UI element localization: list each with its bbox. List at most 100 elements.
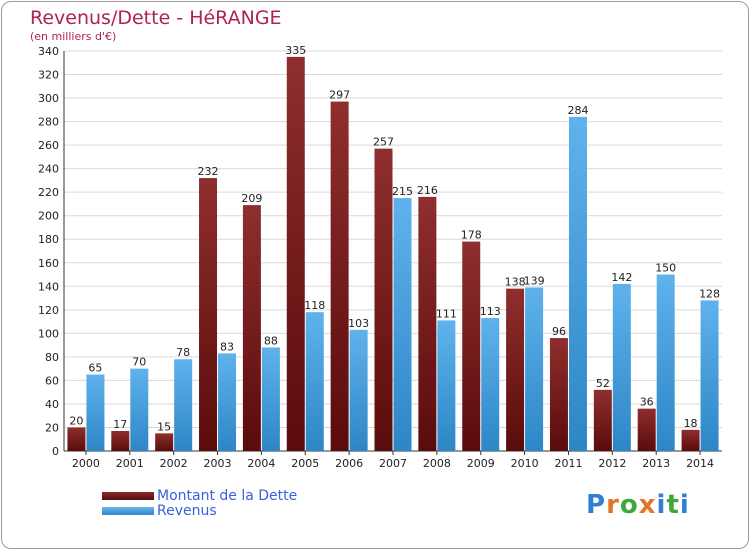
y-tick-label: 300 [38, 92, 59, 105]
y-tick-label: 100 [38, 327, 59, 340]
y-tick-label: 260 [38, 139, 59, 152]
bar-revenus [481, 318, 500, 451]
data-label: 138 [505, 276, 526, 289]
bar-dette [506, 288, 525, 451]
x-tick-label: 2002 [160, 457, 188, 470]
bar-dette [637, 408, 656, 451]
bar-revenus [656, 274, 675, 451]
legend-item-revenus: Revenus [102, 502, 297, 519]
bar-dette [330, 101, 349, 452]
data-label: 142 [611, 271, 632, 284]
bar-revenus [349, 329, 368, 451]
data-label: 65 [88, 362, 102, 375]
chart-subtitle: (en milliers d'€) [30, 30, 117, 43]
x-tick-label: 2014 [686, 457, 714, 470]
legend: Montant de la Dette Revenus [102, 487, 298, 519]
x-tick-label: 2013 [642, 457, 670, 470]
data-label: 15 [157, 420, 171, 433]
y-tick-label: 80 [45, 351, 59, 364]
bar-revenus [612, 283, 631, 451]
y-tick-label: 320 [38, 69, 59, 82]
x-tick-label: 2003 [204, 457, 232, 470]
data-label: 297 [329, 89, 350, 102]
data-label: 70 [132, 356, 146, 369]
data-label: 139 [524, 274, 545, 287]
data-label: 257 [373, 136, 394, 149]
bar-revenus [174, 359, 193, 451]
x-tick-label: 2008 [423, 457, 451, 470]
y-tick-label: 280 [38, 116, 59, 129]
data-label: 113 [480, 305, 501, 318]
data-label: 52 [596, 377, 610, 390]
data-label: 335 [285, 44, 306, 57]
data-label: 78 [176, 346, 190, 359]
y-tick-label: 140 [38, 280, 59, 293]
logo-letter: t [666, 490, 680, 520]
bar-dette [549, 338, 568, 451]
legend-label-dette: Montant de la Dette [157, 487, 298, 504]
data-label: 103 [348, 317, 369, 330]
data-label: 36 [640, 396, 654, 409]
y-tick-label: 60 [45, 374, 59, 387]
y-tick-label: 0 [52, 445, 59, 458]
data-label: 96 [552, 325, 566, 338]
bar-dette [199, 178, 218, 451]
x-tick-label: 2006 [335, 457, 363, 470]
x-tick-label: 2009 [467, 457, 495, 470]
data-label: 20 [69, 414, 83, 427]
legend-item-dette: Montant de la Dette [102, 487, 298, 504]
legend-swatch-dette [102, 491, 154, 500]
bar-revenus [261, 347, 280, 451]
data-label: 178 [461, 229, 482, 242]
y-tick-label: 240 [38, 163, 59, 176]
data-label: 18 [684, 417, 698, 430]
x-tick-label: 2001 [116, 457, 144, 470]
bar-revenus [525, 287, 544, 451]
data-label: 17 [113, 418, 127, 431]
x-tick-label: 2005 [291, 457, 319, 470]
bar-revenus [437, 320, 456, 451]
data-label: 284 [567, 104, 588, 117]
y-tick-label: 340 [38, 45, 59, 58]
logo-letter: i [656, 490, 667, 520]
x-tick-label: 2007 [379, 457, 407, 470]
logo-letter: P [586, 490, 607, 520]
data-label: 88 [264, 334, 278, 347]
y-tick-label: 200 [38, 210, 59, 223]
bar-dette [111, 431, 130, 451]
bar-revenus [218, 353, 237, 451]
bar-revenus [130, 368, 149, 451]
bar-revenus [86, 374, 105, 451]
y-tick-label: 120 [38, 304, 59, 317]
data-label: 215 [392, 185, 413, 198]
logo-letter: o [619, 490, 639, 520]
logo-letter: r [606, 490, 620, 520]
data-label: 83 [220, 340, 234, 353]
legend-swatch-revenus [102, 506, 154, 515]
proxiti-logo: Proxiti [586, 490, 690, 520]
data-label: 128 [699, 287, 720, 300]
y-tick-label: 40 [45, 398, 59, 411]
bar-revenus [700, 300, 719, 451]
bar-dette [418, 196, 437, 451]
y-tick-label: 20 [45, 421, 59, 434]
x-tick-label: 2010 [511, 457, 539, 470]
bar-dette [155, 433, 174, 451]
bar-revenus [393, 198, 412, 451]
legend-label-revenus: Revenus [157, 502, 217, 519]
y-tick-label: 180 [38, 233, 59, 246]
data-label: 118 [304, 299, 325, 312]
x-tick-label: 2012 [598, 457, 626, 470]
bar-dette [242, 205, 261, 451]
logo-letter: i [679, 490, 690, 520]
data-label: 111 [436, 307, 457, 320]
bar-dette [593, 389, 612, 451]
x-tick-label: 2000 [72, 457, 100, 470]
chart-title: Revenus/Dette - HéRANGE [30, 7, 282, 29]
data-label: 209 [241, 192, 262, 205]
data-label: 216 [417, 184, 438, 197]
data-label: 232 [198, 165, 219, 178]
y-tick-label: 160 [38, 257, 59, 270]
